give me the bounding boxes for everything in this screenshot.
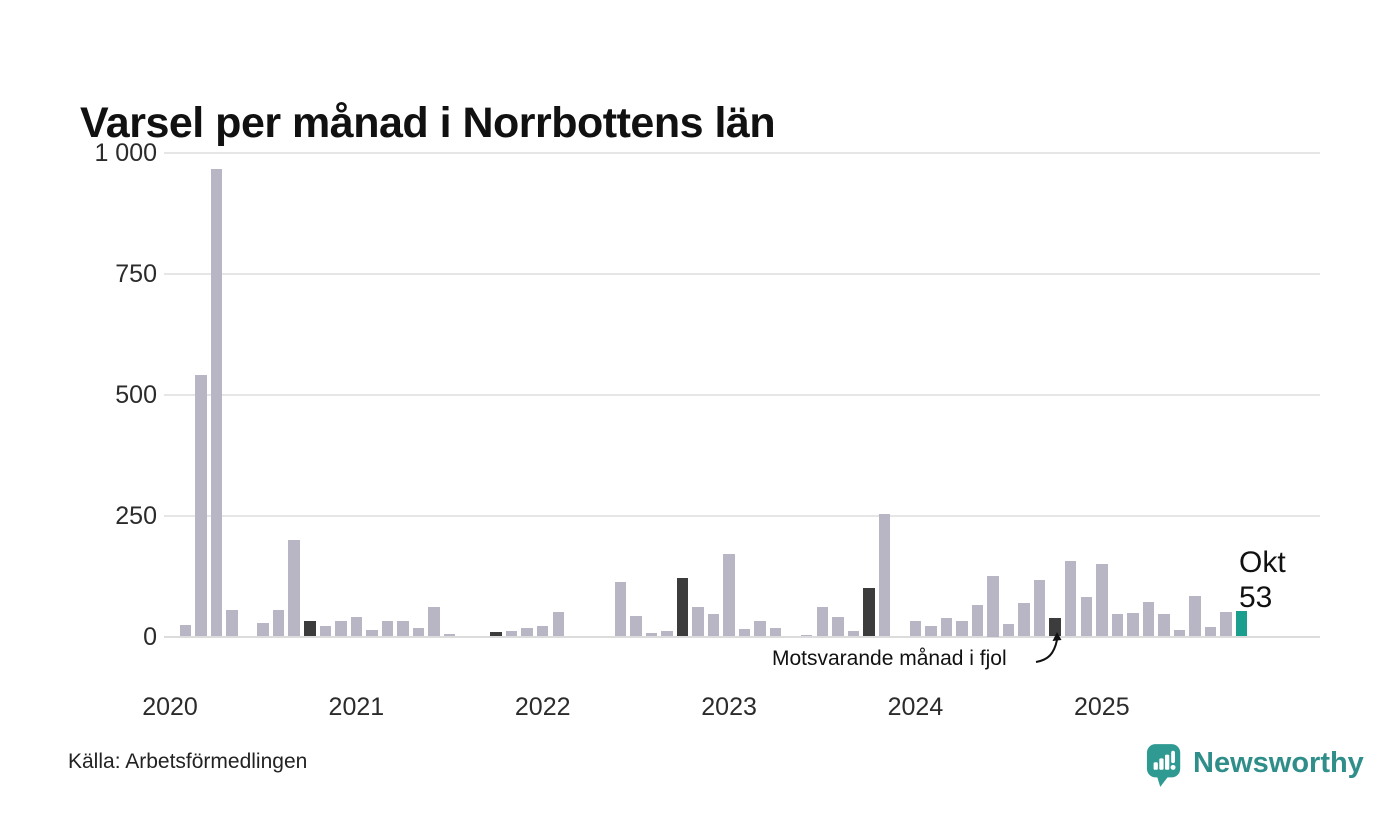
bar-2022-m12 [707,614,720,637]
bar-2020-m8 [272,609,285,637]
bar-2020-m4 [210,169,223,637]
bar-2021-m2 [366,630,378,637]
bar-2025-m10 [1235,610,1248,637]
bar-2023-m7 [816,606,828,637]
bar-2025-m6 [1173,630,1186,637]
newsworthy-logo-text: Newsworthy [1193,747,1364,779]
bar-2024-m1 [909,620,922,637]
bar-2022-m6 [614,582,627,637]
bar-2023-m3 [754,620,766,637]
bar-2022-m10 [676,578,689,637]
y-axis-tick-750: 750 [115,259,157,288]
bar-2021-m6 [428,606,440,637]
bar-2020-m12 [335,620,347,637]
bar-2022-m1 [536,626,549,637]
bar-2020-m3 [195,375,207,637]
x-axis-year-label-2022: 2022 [514,693,571,721]
annotation-arrow-icon [1035,632,1062,663]
bar-2021-m1 [350,617,363,637]
bar-2024-m10 [1049,617,1061,637]
bar-2022-m2 [552,612,564,637]
newsworthy-bubble-chart-icon [1146,744,1181,787]
bar-2020-m11 [319,626,332,637]
annotation-label: Motsvarande månad i fjol [772,647,1007,670]
page-title: Varsel per månad i Norrbottens län [80,98,776,147]
bar-2024-m7 [1002,623,1015,637]
y-axis-tick-1000: 1 000 [94,138,157,167]
bar-2025-m3 [1127,613,1139,637]
bar-2025-m4 [1142,601,1155,637]
x-axis-year-label-2025: 2025 [1073,693,1130,721]
bar-2023-m2 [738,629,751,637]
bar-2023-m10 [863,588,875,637]
bar-2024-m8 [1018,602,1030,637]
bar-2021-m4 [397,621,409,637]
bar-2020-m5 [226,609,238,637]
bar-2022-m9 [661,631,673,637]
x-axis-year-label-2024: 2024 [887,693,944,721]
current-month-name: Okt [1239,546,1286,579]
x-axis-year-label-2020: 2020 [142,693,198,721]
bar-2023-m6 [800,634,813,637]
bar-2024-m2 [925,625,937,637]
bar-2024-m6 [987,576,999,637]
bar-2024-m3 [940,618,953,637]
bar-2022-m8 [645,633,658,637]
current-month-value: 53 [1239,581,1273,614]
bar-2021-m3 [381,621,394,637]
bar-2024-m9 [1033,579,1046,637]
bar-2020-m7 [257,622,269,637]
y-axis-tick-250: 250 [115,501,157,530]
y-axis-tick-500: 500 [115,380,157,409]
bar-2020-m9 [288,539,300,637]
bar-2023-m1 [723,554,735,637]
bar-2021-m12 [521,627,533,637]
y-axis-tick-0: 0 [143,622,157,651]
bar-2021-m5 [412,627,425,637]
gridline-250 [164,514,1320,517]
bar-2020-m10 [304,620,316,637]
gridline-0 [164,635,1320,638]
gridline-500 [164,393,1320,396]
bar-2020-m2 [179,625,192,637]
bar-2024-m5 [971,605,984,637]
bar-2023-m4 [769,628,782,637]
bar-2025-m2 [1111,614,1124,637]
source-note: Källa: Arbetsförmedlingen [68,750,308,773]
bar-2022-m7 [630,616,642,637]
bar-2021-m7 [443,633,456,637]
bar-2024-m12 [1080,596,1093,637]
bar-2025-m1 [1096,563,1108,637]
bar-2023-m8 [832,617,844,637]
newsworthy-logo: Newsworthy [1146,743,1364,789]
bar-2021-m11 [505,630,518,637]
bar-2023-m9 [847,630,860,637]
gridline-750 [164,272,1320,275]
bar-2022-m11 [692,607,704,637]
bar-2025-m9 [1220,612,1232,637]
bar-2025-m8 [1204,626,1217,637]
gridline-1000 [164,151,1320,154]
bar-2024-m11 [1064,560,1077,637]
bar-2024-m4 [956,621,968,637]
bar-2021-m10 [490,632,502,637]
bar-2023-m11 [878,514,891,637]
bar-2025-m5 [1158,614,1170,637]
current-month-label: Okt 53 [1239,545,1286,615]
bar-2025-m7 [1189,595,1201,637]
x-axis-year-label-2023: 2023 [701,693,757,721]
x-axis-year-label-2021: 2021 [328,693,385,721]
